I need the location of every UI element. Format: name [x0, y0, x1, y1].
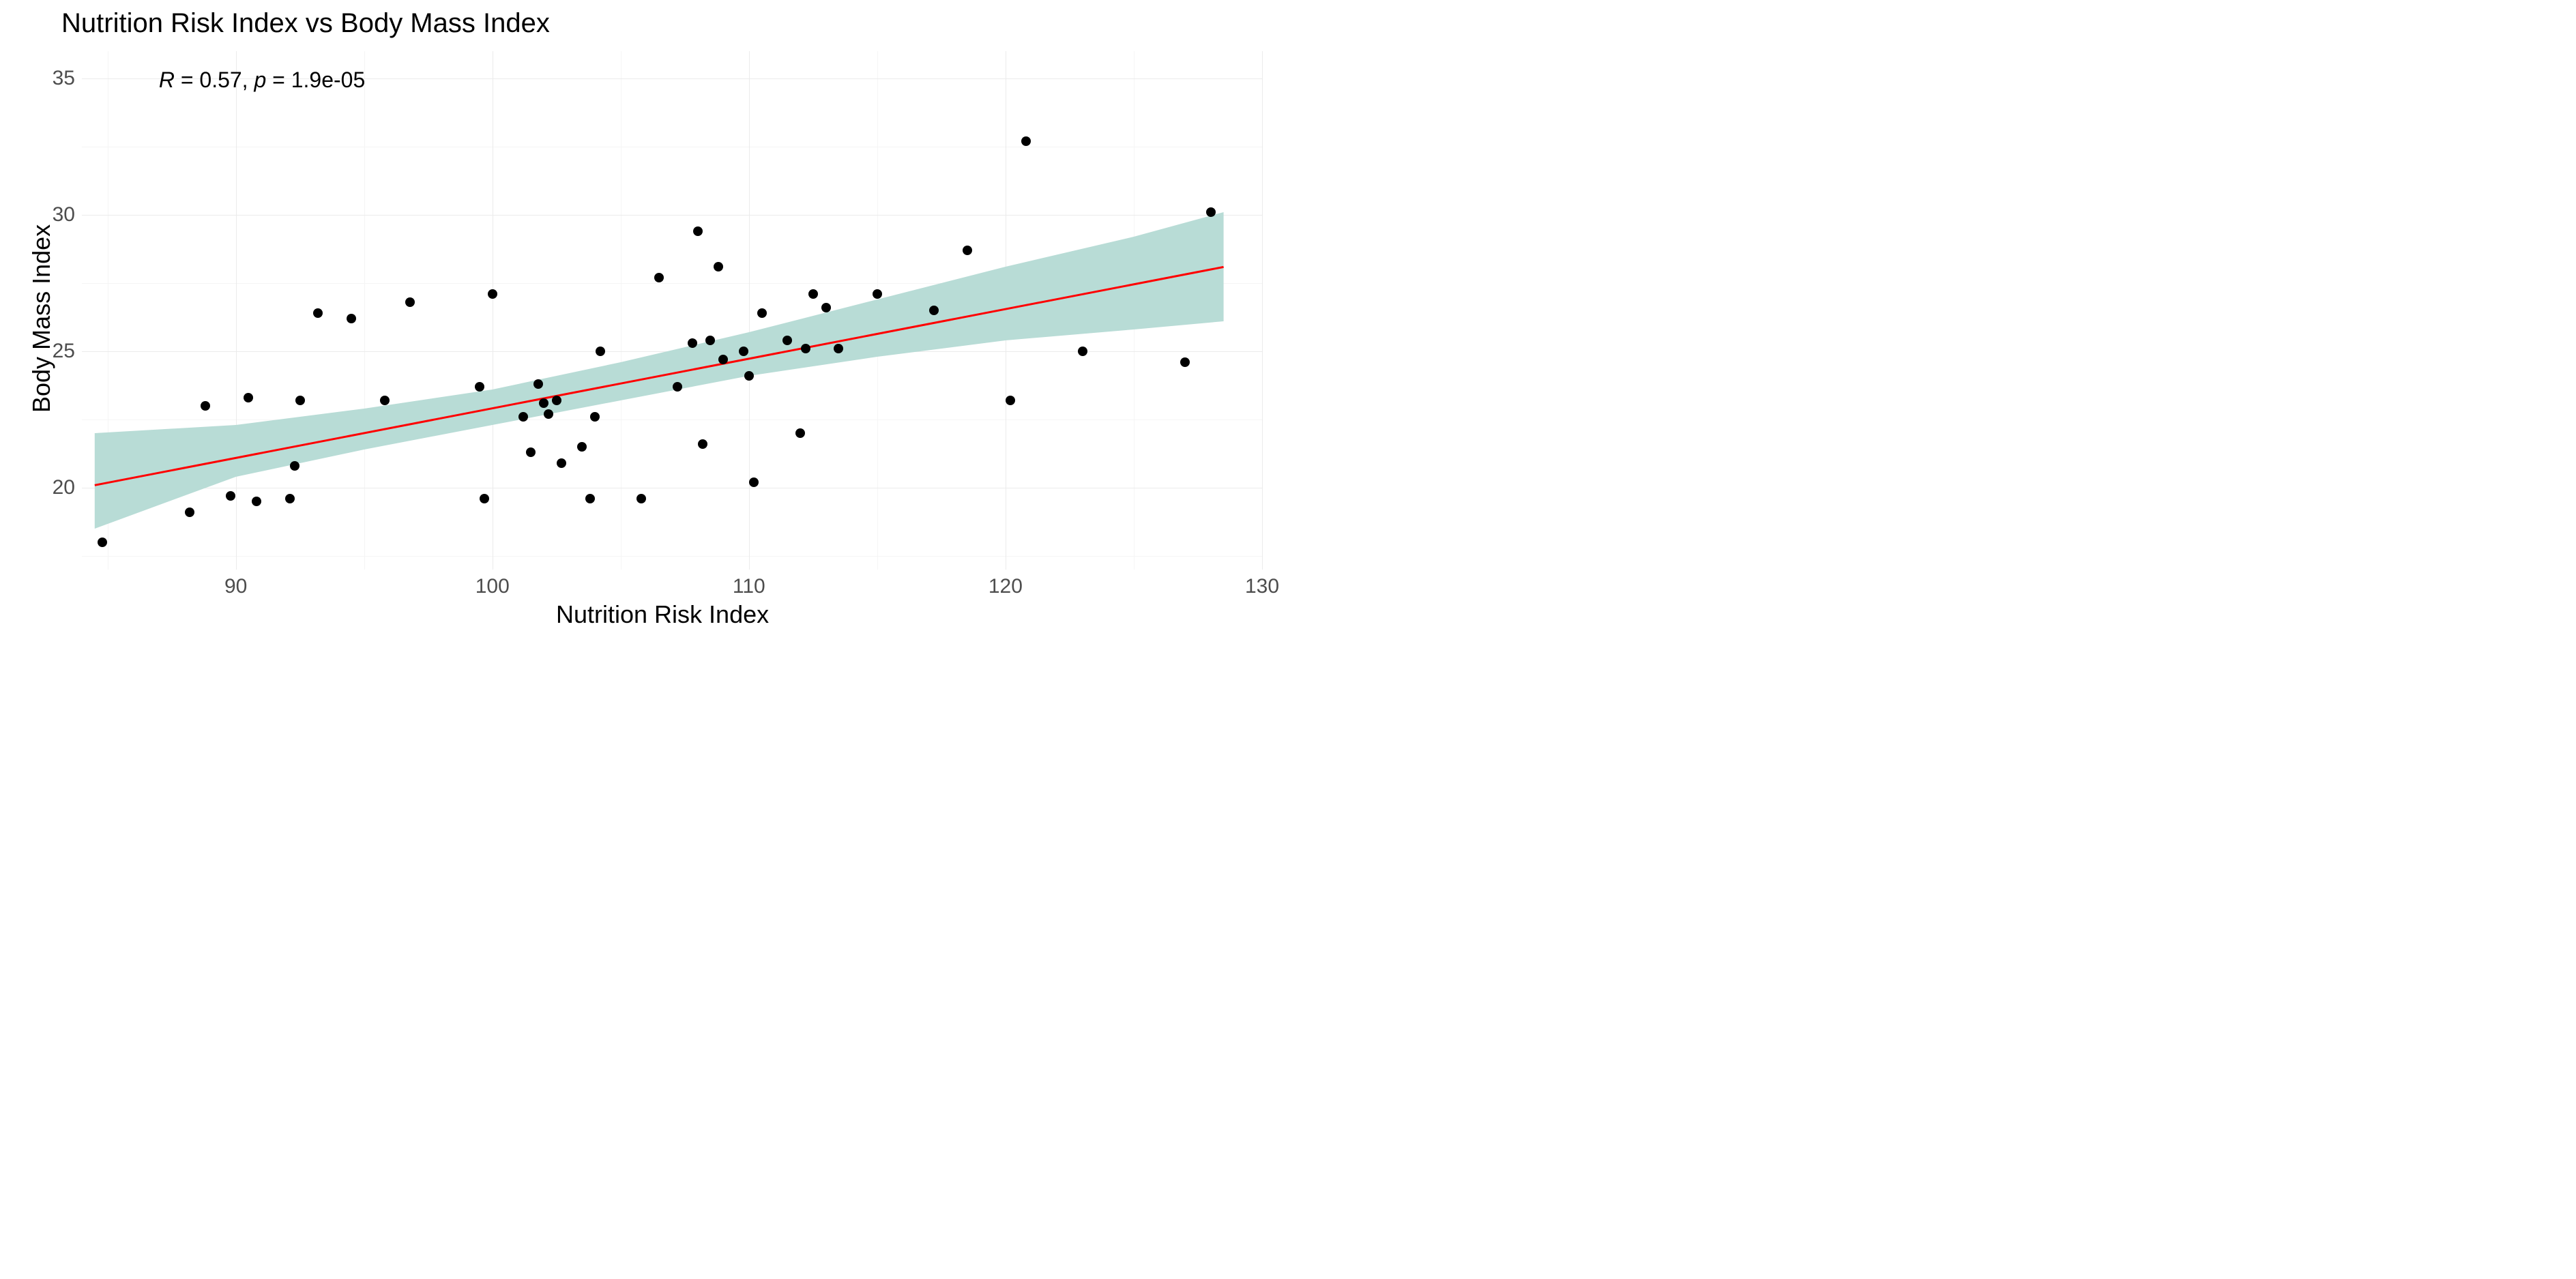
data-point: [636, 494, 646, 503]
plot-area: [82, 51, 1262, 570]
data-point: [313, 308, 323, 318]
data-point: [782, 336, 792, 345]
data-point: [929, 306, 939, 315]
data-point: [963, 246, 972, 255]
data-point: [290, 461, 299, 471]
data-point: [673, 382, 682, 392]
data-point: [705, 336, 715, 345]
data-point: [1180, 357, 1190, 367]
data-point: [98, 538, 107, 547]
data-point: [590, 412, 600, 422]
r-value: = 0.57,: [175, 68, 254, 92]
p-value: = 1.9e-05: [266, 68, 365, 92]
data-point: [693, 226, 703, 236]
data-point: [749, 477, 759, 487]
data-point: [698, 439, 707, 449]
data-point: [718, 355, 728, 364]
y-tick-label: 25: [48, 340, 75, 363]
data-point: [475, 382, 484, 392]
data-point: [285, 494, 295, 503]
data-point: [1006, 396, 1015, 405]
data-point: [585, 494, 595, 503]
x-tick-label: 130: [1245, 575, 1279, 598]
data-point: [757, 308, 767, 318]
r-symbol: R: [159, 68, 175, 92]
data-point: [539, 398, 548, 408]
y-tick-label: 30: [48, 203, 75, 226]
data-point: [873, 289, 882, 299]
regression-line: [95, 267, 1224, 485]
data-point: [808, 289, 818, 299]
scatter-chart: Nutrition Risk Index vs Body Mass Index …: [0, 0, 1288, 639]
data-point: [544, 409, 553, 419]
data-point: [380, 396, 390, 405]
data-point: [596, 347, 605, 356]
data-point: [526, 447, 536, 457]
data-point: [557, 458, 566, 468]
data-point: [821, 303, 831, 312]
data-point: [552, 396, 561, 405]
data-point: [244, 393, 253, 402]
confidence-band: [95, 212, 1224, 529]
y-axis-label: Body Mass Index: [27, 224, 56, 413]
data-point: [688, 338, 697, 348]
data-point: [405, 297, 415, 307]
data-point: [518, 412, 528, 422]
data-point: [488, 289, 497, 299]
data-point: [739, 347, 748, 356]
x-tick-label: 90: [224, 575, 247, 598]
data-point: [295, 396, 305, 405]
x-tick-label: 110: [733, 575, 765, 598]
data-point: [533, 379, 543, 389]
x-tick-label: 120: [989, 575, 1023, 598]
x-tick-label: 100: [475, 575, 510, 598]
x-axis-label: Nutrition Risk Index: [556, 600, 769, 629]
data-point: [801, 344, 810, 353]
y-tick-label: 20: [48, 476, 75, 499]
data-point: [201, 401, 210, 411]
data-point: [714, 262, 723, 271]
data-point: [252, 497, 261, 506]
correlation-annotation: R = 0.57, p = 1.9e-05: [159, 68, 365, 93]
data-point: [185, 508, 194, 517]
data-point: [795, 428, 805, 438]
data-point: [480, 494, 489, 503]
data-point: [834, 344, 843, 353]
chart-title: Nutrition Risk Index vs Body Mass Index: [61, 8, 550, 39]
data-point: [654, 273, 664, 282]
data-point: [1078, 347, 1087, 356]
p-symbol: p: [254, 68, 266, 92]
y-tick-label: 35: [48, 67, 75, 90]
data-point: [226, 491, 235, 501]
data-point: [577, 442, 587, 452]
data-point: [744, 371, 754, 381]
data-point: [1021, 136, 1031, 146]
data-point: [1206, 207, 1216, 217]
data-point: [347, 314, 356, 323]
